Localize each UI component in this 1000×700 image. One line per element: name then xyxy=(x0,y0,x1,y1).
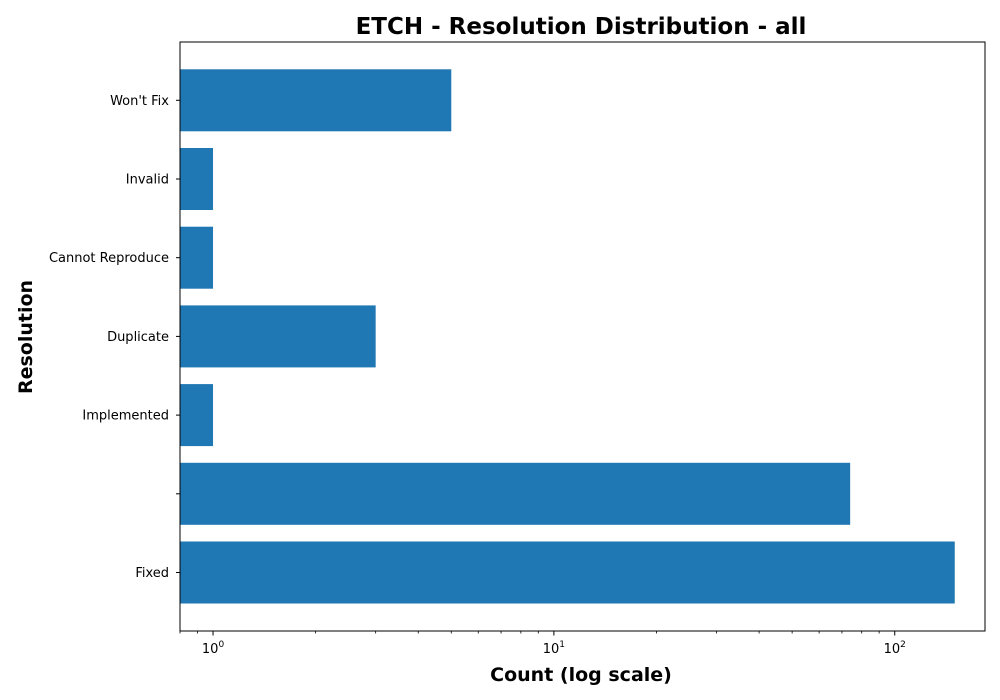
bar-invalid xyxy=(180,148,214,210)
bar-blank xyxy=(180,462,851,525)
y-tick-label: Cannot Reproduce xyxy=(49,251,169,266)
bar-duplicate xyxy=(180,305,376,368)
x-axis-label: Count (log scale) xyxy=(490,664,672,686)
x-tick-label: 102 xyxy=(884,640,906,657)
x-tick-label: 101 xyxy=(543,640,565,657)
bar-cannot-reproduce xyxy=(180,226,214,289)
bars-layer xyxy=(180,69,955,604)
y-axis-label: Resolution xyxy=(15,280,37,394)
y-tick-label: Duplicate xyxy=(107,330,169,345)
bar-implemented xyxy=(180,384,214,447)
chart-title: ETCH - Resolution Distribution - all xyxy=(356,14,807,40)
bar-fixed xyxy=(180,541,955,604)
x-tick-label: 100 xyxy=(202,640,225,657)
y-tick-label: Fixed xyxy=(135,566,169,581)
bar-won-t-fix xyxy=(180,69,452,132)
y-tick-label: Invalid xyxy=(126,173,169,188)
y-tick-label: Implemented xyxy=(82,409,169,424)
y-tick-label: Won't Fix xyxy=(110,94,169,109)
x-ticks: 100 101 102 xyxy=(179,631,906,657)
y-ticks: Fixed Implemented Duplicate Cannot Reproduc… xyxy=(49,94,180,581)
